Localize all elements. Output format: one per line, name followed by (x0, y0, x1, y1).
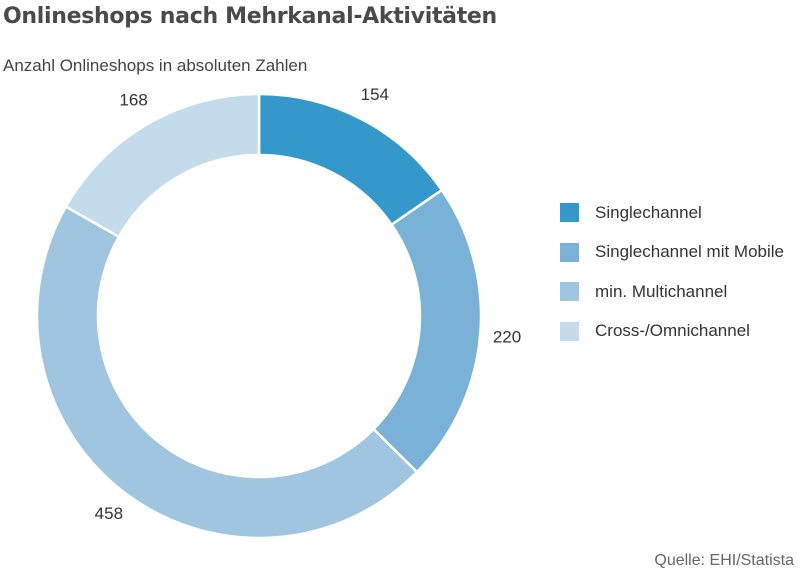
data-labels: 154 220 458 168 (95, 85, 522, 523)
chart-subtitle: Anzahl Onlineshops in absoluten Zahlen (3, 56, 308, 75)
chart-legend: Singlechannel Singlechannel mit Mobile min… (560, 193, 784, 351)
legend-label: min. Multichannel (595, 281, 728, 301)
data-label-1: 154 (361, 85, 389, 104)
source-note: Quelle: EHI/Statista (654, 552, 794, 569)
legend-swatch (560, 321, 579, 341)
legend-swatch (560, 242, 579, 262)
donut-slice-4 (64, 92, 261, 239)
legend-item: Singlechannel (560, 193, 784, 233)
legend-swatch (560, 203, 579, 223)
donut-slice-2 (371, 188, 483, 474)
data-label-3: 458 (95, 504, 123, 523)
legend-label: Cross-/Omnichannel (595, 321, 750, 341)
legend-label: Singlechannel (595, 202, 702, 222)
legend-label: Singlechannel mit Mobile (595, 242, 784, 262)
legend-swatch (560, 282, 579, 302)
donut-slices (35, 92, 483, 540)
legend-item: Cross-/Omnichannel (560, 312, 784, 352)
data-label-2: 220 (493, 327, 521, 346)
chart-title: Onlineshops nach Mehrkanal-Aktivitäten (3, 4, 497, 29)
donut-slice-3 (35, 204, 419, 540)
donut-slice-1 (257, 92, 444, 227)
legend-item: min. Multichannel (560, 272, 784, 312)
data-label-4: 168 (119, 90, 147, 109)
legend-item: Singlechannel mit Mobile (560, 233, 784, 273)
